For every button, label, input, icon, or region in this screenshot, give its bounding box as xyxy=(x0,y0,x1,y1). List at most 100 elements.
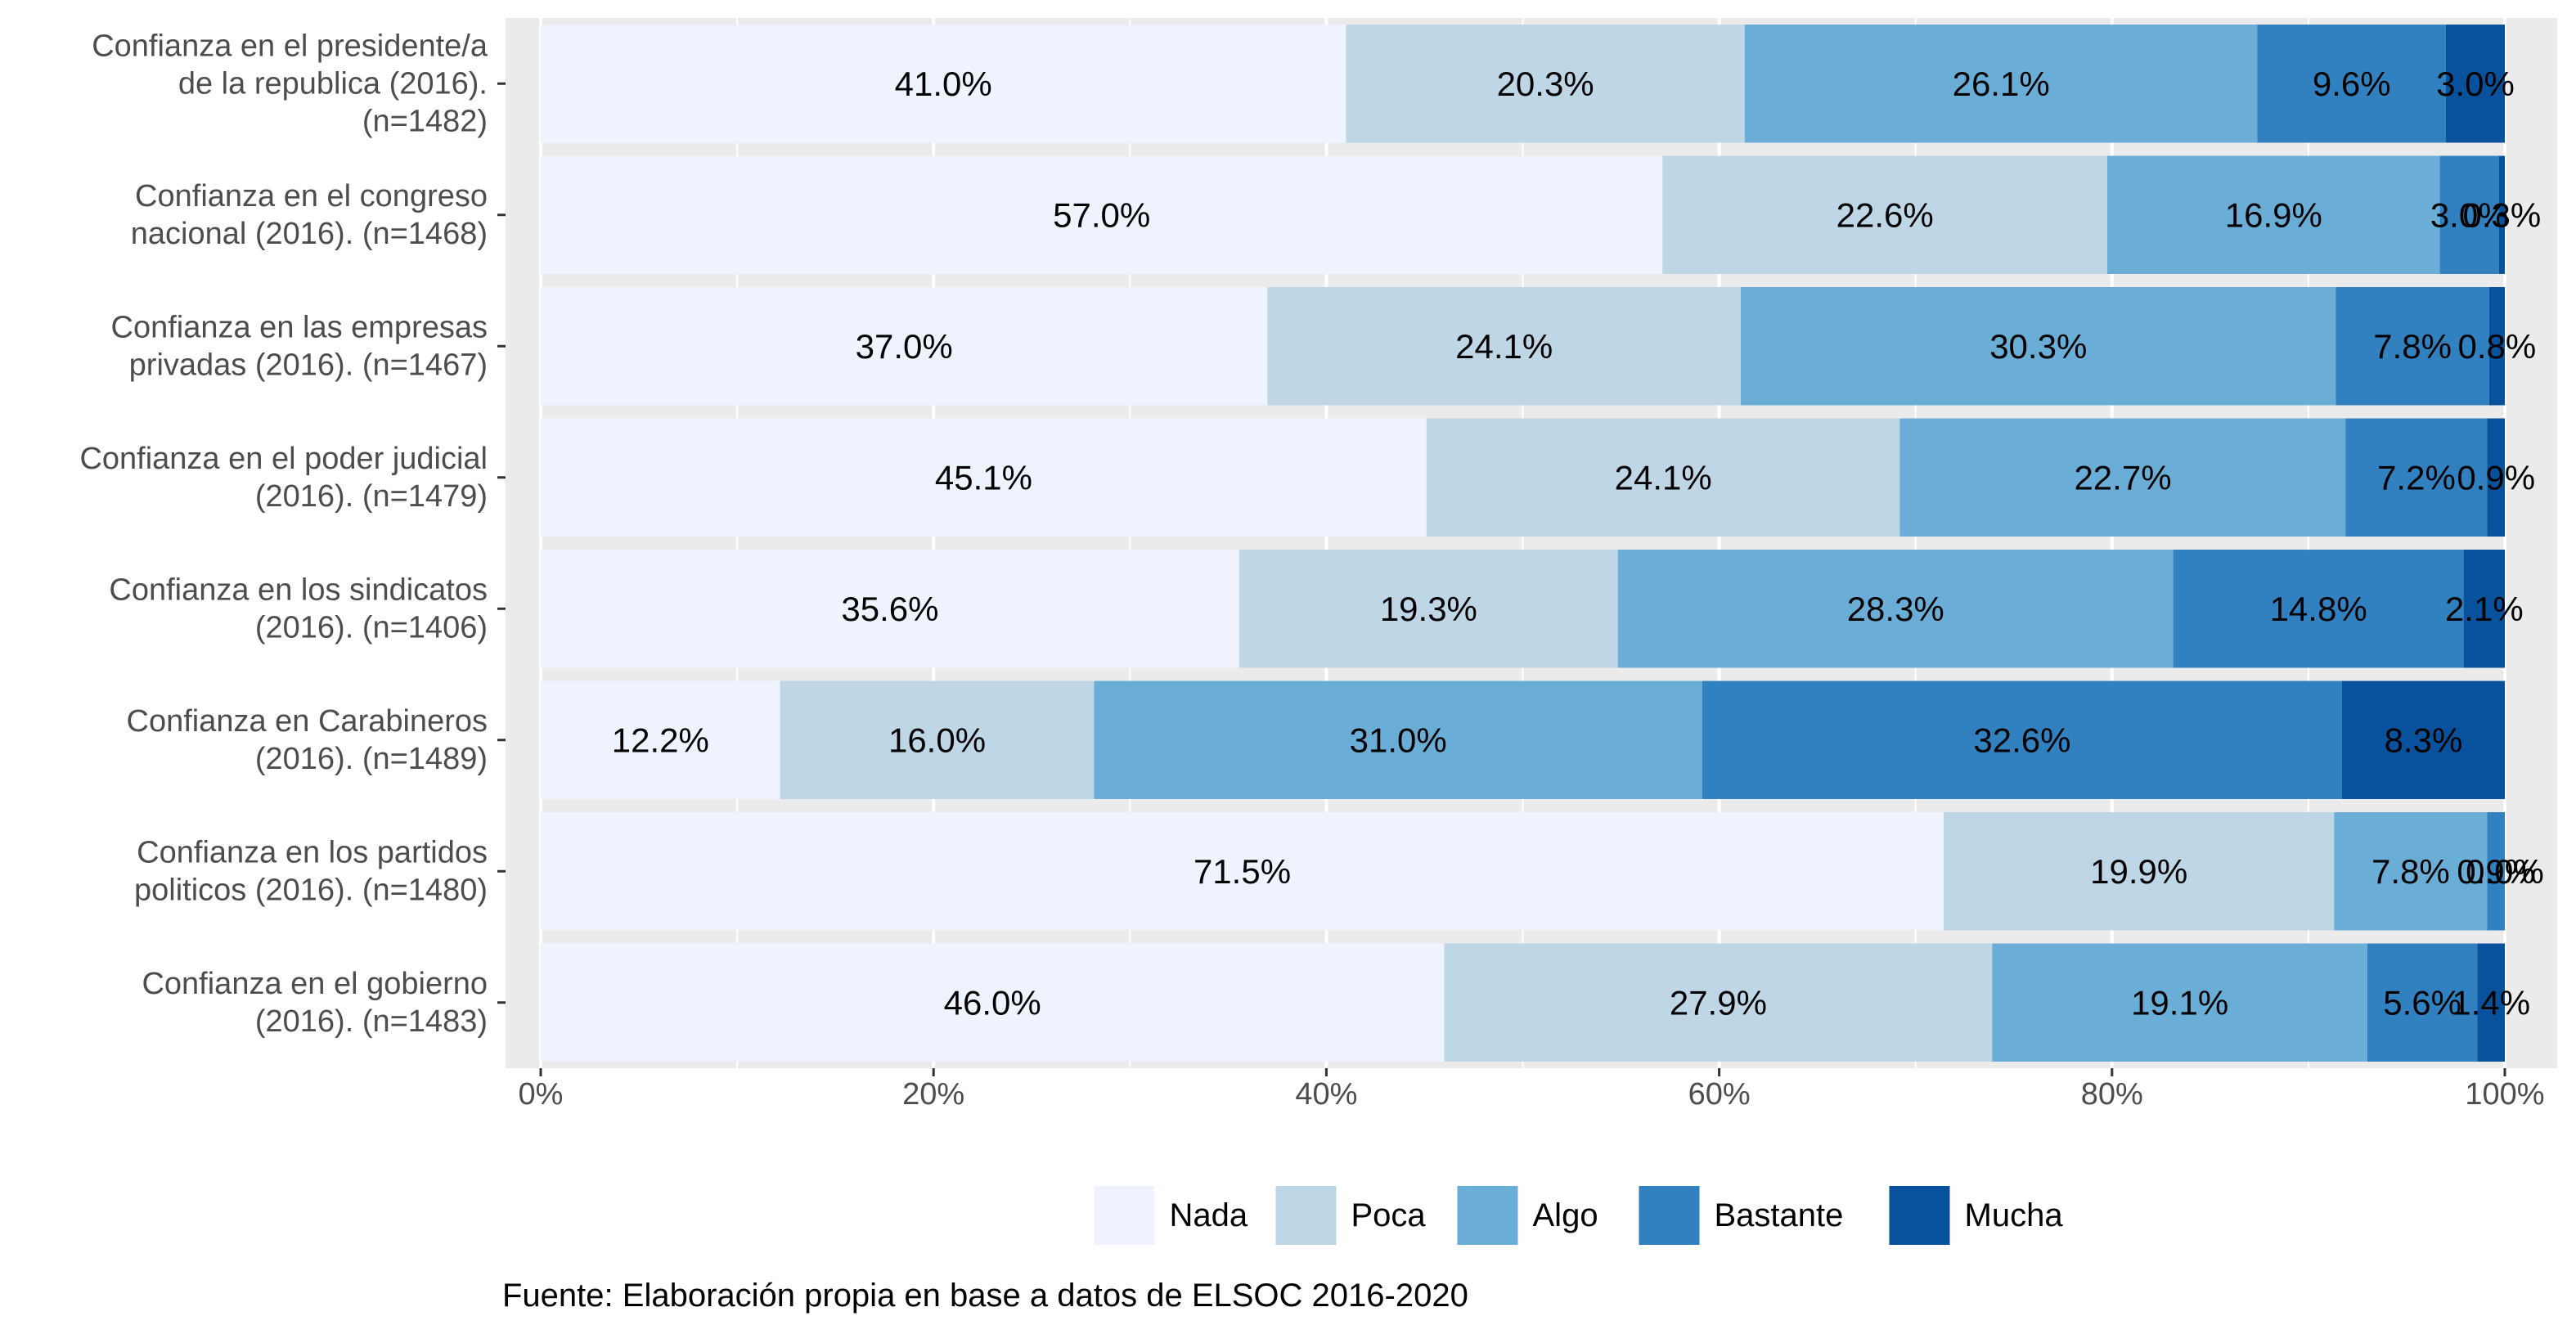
bar-segment-algo xyxy=(1744,25,2258,143)
y-tick-label: Confianza en el poder judicial (2016). (n… xyxy=(79,442,488,514)
y-tick-label-line: Confianza en las empresas xyxy=(111,310,488,344)
bar-segment-nada xyxy=(541,680,780,799)
data-label: 3.0% xyxy=(2430,195,2509,234)
bar-segment-bastante xyxy=(1702,680,2342,799)
data-label: 16.0% xyxy=(888,721,986,759)
data-label: 32.6% xyxy=(1973,721,2070,759)
bar-segment-mucha xyxy=(2463,550,2505,668)
data-label: 0.9% xyxy=(2457,458,2535,496)
bar-segment-poca xyxy=(1426,418,1900,537)
bar-segment-mucha xyxy=(2477,943,2505,1062)
data-label: 28.3% xyxy=(1847,590,1944,628)
bar-row xyxy=(541,418,2505,537)
bar-segment-bastante xyxy=(2367,943,2478,1062)
bar-segment-bastante xyxy=(2439,155,2499,274)
legend-label: Poca xyxy=(1351,1197,1427,1233)
bar-segment-bastante xyxy=(2173,550,2464,668)
bar-segment-bastante xyxy=(2335,287,2489,406)
legend-key-mucha xyxy=(1889,1186,1950,1245)
data-label: 24.1% xyxy=(1615,458,1712,496)
data-label: 14.8% xyxy=(2270,590,2367,628)
legend-key-bastante xyxy=(1639,1186,1700,1245)
data-label: 9.6% xyxy=(2313,65,2391,103)
bar-segment-poca xyxy=(1662,155,2108,274)
bar-row xyxy=(541,25,2505,143)
bar-segment-algo xyxy=(1094,680,1702,799)
y-tick-label-line: Confianza en los partidos xyxy=(137,835,488,869)
legend: Nada Poca Algo Bastante Mucha xyxy=(1094,1186,2064,1245)
data-label: 41.0% xyxy=(895,65,992,103)
data-label: 37.0% xyxy=(856,327,953,366)
bar-segment-algo xyxy=(2107,155,2440,274)
bar-segment-nada xyxy=(541,943,1445,1062)
x-tick-label: 60% xyxy=(1688,1077,1751,1112)
legend-label: Nada xyxy=(1170,1197,1248,1233)
y-tick-label-line: nacional (2016). (n=1468) xyxy=(131,217,488,251)
bar-segment-algo xyxy=(1741,287,2336,406)
legend-label: Mucha xyxy=(1965,1197,2064,1233)
bar-segment-mucha xyxy=(2341,680,2505,799)
y-tick-label-line: privadas (2016). (n=1467) xyxy=(129,348,488,382)
data-label: 22.6% xyxy=(1836,195,1934,234)
bar-segment-poca xyxy=(780,680,1095,799)
bar-segment-algo xyxy=(1617,550,2174,668)
bar-segment-poca xyxy=(1267,287,1742,406)
y-tick-label-line: Confianza en el poder judicial xyxy=(79,442,488,476)
y-tick-label-line: (2016). (n=1489) xyxy=(255,742,488,776)
bar-row xyxy=(541,287,2505,406)
data-label: 19.3% xyxy=(1380,590,1477,628)
data-label: 30.3% xyxy=(1989,327,2087,366)
y-tick-label-line: Confianza en el congreso xyxy=(135,179,488,213)
bar-segment-nada xyxy=(541,812,1944,931)
data-label: 46.0% xyxy=(944,983,1041,1022)
bar-segment-bastante xyxy=(2487,812,2505,931)
y-tick-label: Confianza en el presidente/a de la republ… xyxy=(92,29,488,138)
y-tick-label-line: Confianza en el presidente/a xyxy=(92,29,488,63)
bar-segment-mucha xyxy=(2445,25,2505,143)
legend-key-algo xyxy=(1457,1186,1518,1245)
y-tick-label-line: politicos (2016). (n=1480) xyxy=(134,873,488,907)
bar-segment-poca xyxy=(1444,943,1993,1062)
legend-label: Bastante xyxy=(1715,1197,1844,1233)
bar-segment-nada xyxy=(541,25,1346,143)
bar-row xyxy=(541,680,2505,799)
y-tick-label-line: (2016). (n=1406) xyxy=(255,610,488,645)
legend-key-poca xyxy=(1275,1186,1337,1245)
y-tick-label: Confianza en las empresas privadas (2016)… xyxy=(111,310,488,382)
bar-segment-poca xyxy=(1944,812,2335,931)
y-tick-label-line: (n=1482) xyxy=(362,104,488,138)
data-label: 3.0% xyxy=(2436,65,2515,103)
bar-row xyxy=(541,550,2505,668)
bar-segment-algo xyxy=(1992,943,2367,1062)
bar-row xyxy=(541,812,2505,931)
data-label: 19.1% xyxy=(2131,983,2228,1022)
data-label: 0.8% xyxy=(2458,327,2537,366)
data-label: 7.8% xyxy=(2371,852,2450,891)
data-label: 0.0% xyxy=(2466,852,2544,891)
y-tick-label: Confianza en Carabineros (2016). (n=1489) xyxy=(127,704,488,776)
x-tick-label: 20% xyxy=(902,1077,964,1112)
x-tick-label: 80% xyxy=(2081,1077,2143,1112)
data-label: 27.9% xyxy=(1670,983,1767,1022)
data-label: 24.1% xyxy=(1455,327,1553,366)
data-label: 0.9% xyxy=(2457,852,2535,891)
bar-segment-mucha xyxy=(2487,418,2505,537)
y-tick-label-line: Confianza en Carabineros xyxy=(127,704,488,739)
bar-segment-algo xyxy=(2334,812,2488,931)
y-tick-label: Confianza en el congreso nacional (2016).… xyxy=(131,179,488,251)
y-tick-label: Confianza en los sindicatos (2016). (n=14… xyxy=(109,573,488,645)
bar-segment-poca xyxy=(1346,25,1745,143)
y-tick-label: Confianza en el gobierno (2016). (n=1483) xyxy=(142,967,488,1039)
data-label: 2.1% xyxy=(2445,590,2524,628)
data-label: 22.7% xyxy=(2074,458,2171,496)
data-label: 57.0% xyxy=(1053,195,1150,234)
bar-segment-mucha xyxy=(2498,155,2505,274)
data-label: 31.0% xyxy=(1350,721,1447,759)
bar-segment-poca xyxy=(1239,550,1618,668)
x-tick-label: 40% xyxy=(1295,1077,1357,1112)
bar-segment-nada xyxy=(541,155,1663,274)
data-label: 16.9% xyxy=(2225,195,2322,234)
bar-segment-bastante xyxy=(2345,418,2488,537)
